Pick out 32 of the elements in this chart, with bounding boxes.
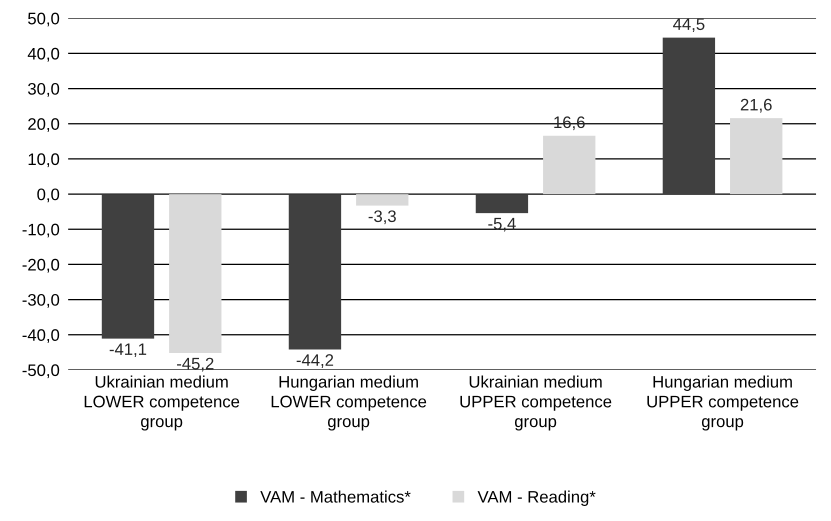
- bar: [169, 194, 222, 354]
- x-tick-label: Hungarian medium UPPER competence group: [647, 375, 798, 431]
- data-label: -3,3: [368, 210, 396, 224]
- data-label: -5,4: [488, 218, 516, 232]
- y-tick-label: -30,0: [22, 294, 60, 308]
- data-label: 21,6: [740, 98, 772, 113]
- data-label: -41,1: [110, 343, 146, 358]
- bar: [662, 38, 716, 194]
- legend-label: VAM - Mathematics*: [260, 490, 411, 503]
- bar: [730, 118, 782, 194]
- bar: [102, 194, 154, 339]
- y-tick-label: 40,0: [28, 48, 60, 62]
- bar: [543, 136, 596, 194]
- y-tick-label: 20,0: [28, 118, 60, 132]
- y-tick-label: -10,0: [22, 224, 60, 238]
- bar: [356, 194, 408, 206]
- bar: [288, 194, 342, 350]
- x-tick-label: Ukrainian medium UPPER competence group: [460, 375, 612, 431]
- data-label: -44,2: [296, 354, 334, 368]
- data-label: 44,5: [673, 18, 704, 32]
- x-tick-label: Hungarian medium LOWER competence group: [272, 375, 426, 431]
- x-tick-label: Ukrainian medium LOWER competence group: [84, 375, 240, 431]
- y-tick-label: 50,0: [28, 12, 60, 26]
- data-label: -45,2: [177, 358, 214, 372]
- y-tick-label: -40,0: [22, 329, 60, 343]
- y-tick-label: 0,0: [37, 188, 60, 202]
- y-tick-label: -50,0: [22, 364, 60, 378]
- y-tick-label: 10,0: [28, 153, 60, 168]
- y-tick-label: 30,0: [28, 82, 60, 97]
- y-tick-label: -20,0: [22, 258, 60, 273]
- legend-label: VAM - Reading*: [478, 490, 596, 506]
- bar: [476, 194, 528, 214]
